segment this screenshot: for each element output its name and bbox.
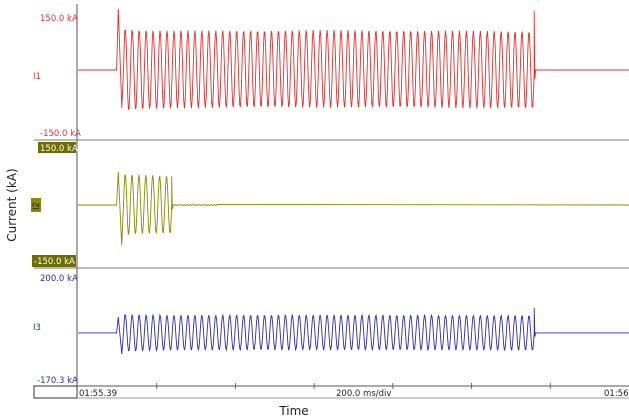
i3-channel-label[interactable]: I3 xyxy=(33,323,41,333)
i1-channel-label[interactable]: I1 xyxy=(33,72,41,82)
time-axis-ticks xyxy=(156,383,551,389)
i3-scale-top: 200.0 kA xyxy=(40,274,78,284)
y-axis-title: Current (kA) xyxy=(5,168,19,241)
time-axis-start: 01:55.39 xyxy=(79,389,117,399)
time-axis-end: 01:56.83 xyxy=(604,389,629,399)
time-axis-division: 200.0 ms/div xyxy=(336,389,391,399)
x-axis-title: Time xyxy=(278,404,308,418)
channel-i3: 200.0 kA I3 -170.3 kA xyxy=(33,274,629,386)
i2-channel-label-box xyxy=(31,198,41,212)
channel-i1: 150.0 kA I1 -150.0 kA xyxy=(33,8,629,139)
i2-scale-bottom: -150.0 kA xyxy=(34,257,75,267)
i2-channel-label[interactable]: I2 xyxy=(32,202,42,210)
i1-scale-bottom: -150.0 kA xyxy=(40,129,81,139)
i2-scale-top: 150.0 kA xyxy=(40,144,78,154)
i2-waveform xyxy=(78,171,629,246)
i2-scale-bottom-box xyxy=(32,255,76,267)
i3-scale-bottom: -170.3 kA xyxy=(37,376,78,386)
i2-scale-top-box xyxy=(38,142,76,153)
i1-waveform xyxy=(78,8,629,111)
channel-i2: 150.0 kA I2 -150.0 kA xyxy=(31,142,629,267)
time-axis-scrollbox[interactable] xyxy=(33,385,78,399)
i1-scale-top: 150.0 kA xyxy=(40,14,78,24)
i3-waveform xyxy=(78,307,629,355)
